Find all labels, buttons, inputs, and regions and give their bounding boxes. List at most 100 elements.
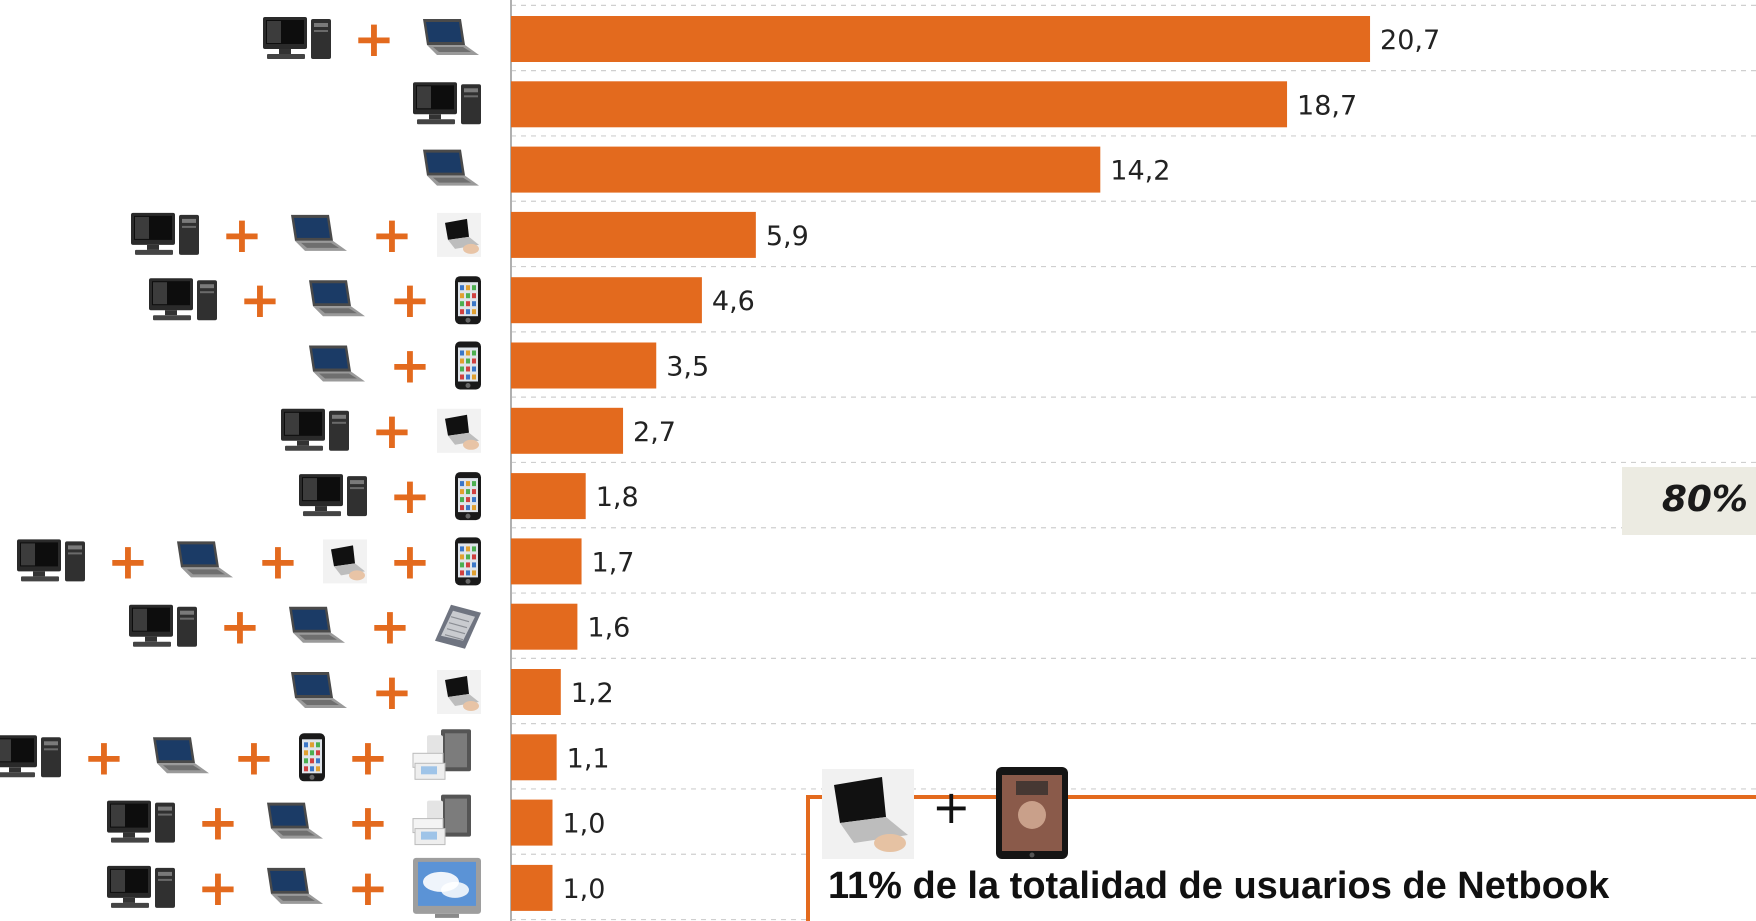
- plus-sign: +: [239, 271, 281, 329]
- desktop-icon: [299, 474, 367, 517]
- category-label: +: [263, 10, 479, 68]
- plus-sign: +: [389, 271, 431, 329]
- plus-sign: +: [83, 728, 125, 786]
- bar-value-label: 1,1: [567, 743, 610, 774]
- bar: [511, 538, 582, 585]
- plus-sign: +: [347, 859, 389, 917]
- plus-sign: +: [347, 794, 389, 852]
- bar-value-label: 1,8: [596, 482, 639, 513]
- plus-sign: +: [371, 206, 413, 264]
- plus-sign: +: [353, 10, 395, 68]
- tv-icon: [413, 857, 481, 918]
- plus-sign: +: [197, 859, 239, 917]
- netbook-note-text: 11% de la totalidad de usuarios de Netbo…: [828, 865, 1610, 907]
- category-label: +: [291, 663, 481, 721]
- laptop-icon: [153, 737, 209, 774]
- bar: [511, 473, 586, 520]
- category-label: + +: [107, 794, 471, 852]
- game-console-icon: [412, 794, 471, 846]
- plus-sign: +: [389, 337, 431, 395]
- bar: [511, 669, 561, 715]
- plus-sign: +: [371, 402, 413, 460]
- share-badge: 80%: [1622, 467, 1756, 535]
- laptop-icon: [423, 149, 479, 186]
- bar: [511, 603, 578, 650]
- netbook-note-box: 11% de la totalidad de usuarios de Netbo…: [806, 795, 1756, 921]
- desktop-icon: [129, 604, 197, 647]
- category-label: + +: [107, 857, 481, 918]
- plus-sign: +: [197, 794, 239, 852]
- plus-sign: +: [233, 728, 275, 786]
- smartphone-icon: [455, 472, 481, 521]
- bar-value-label: 1,2: [571, 678, 614, 709]
- bar: [511, 81, 1288, 128]
- smartphone-icon: [455, 341, 481, 390]
- category-label: [413, 82, 481, 125]
- desktop-icon: [107, 800, 175, 843]
- bar: [511, 277, 702, 324]
- plus-sign: +: [389, 467, 431, 525]
- desktop-icon: [0, 735, 61, 778]
- plus-sign: +: [257, 532, 299, 590]
- category-label: + +: [149, 271, 481, 329]
- netbook-icon: [323, 539, 367, 584]
- laptop-icon: [423, 19, 479, 55]
- smartphone-icon: [455, 276, 481, 325]
- plus-sign: +: [221, 206, 263, 264]
- bar-value-label: 1,0: [563, 874, 606, 905]
- tablet-icon: [996, 767, 1068, 859]
- netbook-icon: [822, 769, 914, 859]
- bar: [511, 734, 557, 781]
- gridlines: [511, 4, 1756, 921]
- laptop-icon: [291, 214, 347, 251]
- bar-value-label: 1,6: [587, 613, 630, 644]
- desktop-icon: [263, 17, 331, 59]
- bar-value-label: 14,2: [1110, 156, 1170, 187]
- netbook-icon: [437, 670, 481, 714]
- laptop-icon: [309, 345, 365, 382]
- laptop-icon: [309, 280, 365, 317]
- smartphone-icon: [299, 733, 325, 782]
- bar-value-label: 20,7: [1380, 25, 1440, 56]
- bar-value-label: 18,7: [1297, 90, 1357, 121]
- plus-sign: +: [932, 780, 971, 834]
- note-icons: +: [822, 767, 1068, 859]
- category-label: + + +: [17, 532, 481, 590]
- bar: [511, 16, 1371, 62]
- share-badge-text: 80%: [1661, 479, 1748, 520]
- category-label: + +: [129, 598, 481, 656]
- bar: [511, 799, 553, 846]
- category-label: +: [281, 402, 481, 460]
- desktop-icon: [149, 278, 217, 321]
- bar: [511, 407, 624, 454]
- bar-value-label: 1,7: [592, 547, 635, 578]
- bar: [511, 211, 756, 258]
- plus-sign: +: [219, 598, 261, 656]
- bar-value-label: 4,6: [712, 286, 755, 317]
- netbook-icon: [437, 408, 481, 453]
- plus-sign: +: [107, 532, 149, 590]
- desktop-icon: [107, 865, 175, 908]
- category-label: +: [299, 467, 481, 525]
- bar-value-label: 5,9: [766, 221, 809, 252]
- plus-sign: +: [389, 532, 431, 590]
- bar: [511, 342, 657, 389]
- category-label: + +: [131, 206, 481, 264]
- desktop-icon: [413, 82, 481, 125]
- bar-value-label: 1,0: [563, 809, 606, 840]
- laptop-icon: [267, 802, 323, 839]
- desktop-icon: [281, 408, 349, 451]
- bar: [511, 146, 1101, 193]
- laptop-icon: [291, 672, 347, 708]
- category-label: +: [309, 337, 481, 395]
- ereader-icon: [435, 604, 481, 649]
- plus-sign: +: [369, 598, 411, 656]
- category-label: [423, 149, 479, 186]
- netbook-icon: [437, 212, 481, 257]
- plus-sign: +: [347, 728, 389, 786]
- game-console-icon: [412, 729, 471, 780]
- laptop-icon: [289, 606, 345, 643]
- laptop-icon: [267, 867, 323, 904]
- smartphone-icon: [455, 537, 481, 586]
